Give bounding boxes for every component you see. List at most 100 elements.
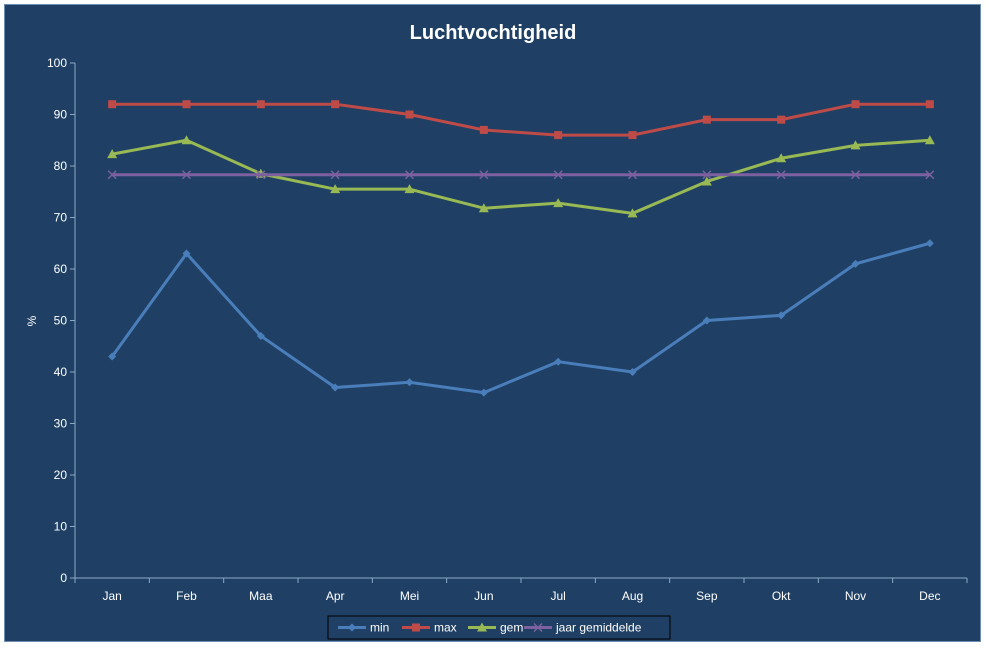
y-tick-label: 70 <box>54 211 68 225</box>
marker-stroke <box>330 170 340 180</box>
y-axis-label: % <box>25 315 39 326</box>
x-tick-label: Mei <box>400 589 419 603</box>
y-tick-label: 20 <box>54 468 68 482</box>
data-point-gem <box>924 135 935 145</box>
data-point-gem <box>181 135 192 145</box>
data-point-min <box>479 388 488 397</box>
marker-stroke <box>181 170 192 180</box>
data-point-jaar-gemiddelde <box>181 170 192 180</box>
marker-stroke <box>850 170 861 180</box>
legend: min max gem jaar gemiddelde <box>327 615 671 640</box>
data-point-max <box>108 100 117 109</box>
legend-marker-jaar-gemiddelde <box>533 622 543 633</box>
data-point-min <box>331 383 340 392</box>
data-point-jaar-gemiddelde <box>850 170 861 180</box>
series-line-gem <box>111 138 930 215</box>
data-point-gem <box>107 149 118 159</box>
marker-stroke <box>107 170 117 180</box>
data-point-gem <box>553 198 564 208</box>
series-line-min <box>110 241 931 395</box>
series-container <box>107 100 935 397</box>
x-tick-label: Apr <box>326 589 345 603</box>
y-tick-label: 30 <box>54 417 68 431</box>
legend-label-max: max <box>434 621 457 635</box>
data-point-gem <box>776 153 787 163</box>
data-point-min <box>628 368 637 376</box>
marker-stroke <box>925 170 935 180</box>
data-point-jaar-gemiddelde <box>330 170 340 180</box>
marker-stroke <box>479 170 489 180</box>
x-tick-label: Aug <box>622 589 643 603</box>
line-chart: Luchtvochtigheid % 0 10 20 30 40 50 60 70 80 90 10… <box>25 22 968 640</box>
legend-label-min: min <box>370 621 389 635</box>
data-point-gem <box>478 203 489 213</box>
data-point-max <box>851 100 860 109</box>
data-point-max <box>182 100 191 109</box>
x-tick-label: Sep <box>696 589 718 603</box>
series-max <box>108 100 934 140</box>
data-point-jaar-gemiddelde <box>627 170 638 180</box>
data-point-max <box>554 131 563 140</box>
data-point-min <box>256 331 265 340</box>
legend-marker-min <box>348 623 356 632</box>
legend-marker-gem <box>477 622 487 632</box>
marker-stroke <box>553 170 563 180</box>
data-point-max <box>256 100 265 109</box>
marker-stroke <box>256 170 266 180</box>
x-tick-label: Nov <box>845 589 866 603</box>
legend-label-jaar-gemiddelde: jaar gemiddelde <box>555 621 642 635</box>
y-tick-label: 10 <box>54 520 68 534</box>
data-point-gem <box>627 208 638 218</box>
data-point-max <box>331 100 340 109</box>
data-point-min <box>925 239 934 248</box>
x-axis: Jan Feb Maa Apr Mei Jun Jul Aug Sep Okt Nov Dec <box>74 577 968 603</box>
x-tick-label: Jul <box>550 589 565 603</box>
series-min <box>108 239 934 397</box>
marker-stroke <box>627 170 638 180</box>
marker-stroke <box>533 622 543 633</box>
y-tick-label: 50 <box>54 314 68 328</box>
series-jaar-gemiddelde <box>107 170 935 180</box>
y-tick-label: 40 <box>54 365 68 379</box>
data-point-jaar-gemiddelde <box>776 170 786 180</box>
data-point-min <box>702 316 711 325</box>
data-point-jaar-gemiddelde <box>107 170 117 180</box>
x-tick-label: Okt <box>772 589 791 603</box>
data-point-jaar-gemiddelde <box>553 170 563 180</box>
y-axis: 0 10 20 30 40 50 60 70 80 90 100 <box>47 56 76 585</box>
legend-marker-max <box>412 623 420 632</box>
y-tick-label: 0 <box>60 571 67 585</box>
legend-label-gem: gem <box>500 621 523 635</box>
data-point-max <box>702 115 711 124</box>
y-tick-label: 80 <box>54 159 68 173</box>
data-point-min <box>851 259 860 268</box>
data-point-gem <box>404 184 415 194</box>
data-point-jaar-gemiddelde <box>479 170 489 180</box>
data-point-min <box>108 352 117 361</box>
data-point-max <box>628 131 637 140</box>
data-point-min <box>182 249 191 258</box>
x-tick-label: Maa <box>249 589 273 603</box>
x-tick-label: Jan <box>102 589 121 603</box>
x-tick-label: Dec <box>919 589 940 603</box>
legend-box <box>327 615 671 640</box>
data-point-max <box>405 110 414 119</box>
data-point-min <box>405 378 414 387</box>
data-point-max <box>777 115 786 124</box>
data-point-jaar-gemiddelde <box>256 170 266 180</box>
data-point-min <box>554 357 563 366</box>
data-point-gem <box>701 176 712 186</box>
x-tick-label: Jun <box>474 589 493 603</box>
marker-stroke <box>702 170 712 180</box>
x-tick-label: Feb <box>176 589 197 603</box>
data-point-jaar-gemiddelde <box>404 170 415 180</box>
marker-stroke <box>404 170 415 180</box>
data-point-gem <box>850 140 861 150</box>
chart-area: Luchtvochtigheid % 0 10 20 30 40 50 60 70 80 90 10… <box>4 4 981 642</box>
data-point-jaar-gemiddelde <box>702 170 712 180</box>
series-gem <box>107 135 935 218</box>
y-tick-label: 60 <box>54 262 68 276</box>
data-point-max <box>479 125 488 134</box>
data-point-max <box>925 100 934 109</box>
data-point-gem <box>330 184 341 194</box>
